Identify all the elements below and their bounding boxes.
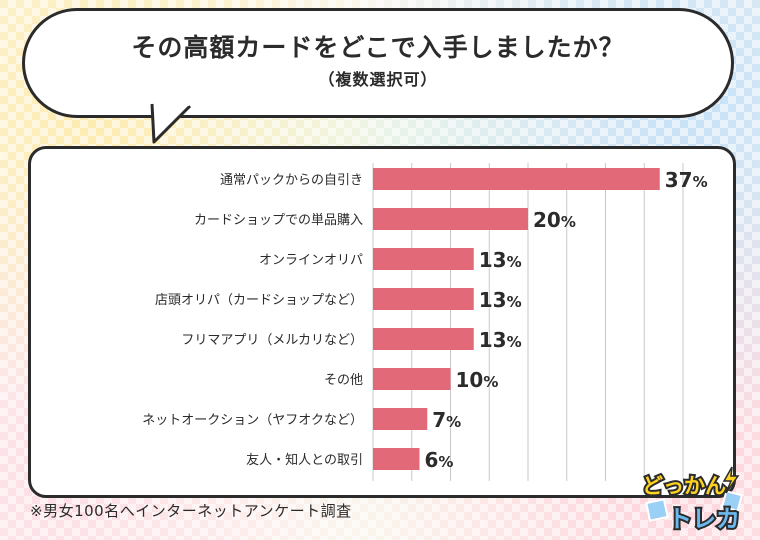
bar [373, 208, 528, 230]
speech-bubble-tail [150, 98, 192, 144]
value-label: 37% [665, 168, 708, 192]
value-label: 13% [479, 248, 522, 272]
category-label: その他 [324, 373, 363, 388]
category-label: ネットオークション（ヤフオクなど） [142, 413, 363, 428]
bar-chart: 通常パックからの自引き 37% カードショップでの単品購入 20% オンラインオリパ 13… [142, 163, 708, 481]
bar [373, 248, 474, 270]
bar [373, 448, 420, 470]
value-label: 20% [533, 208, 576, 232]
value-label: 13% [479, 288, 522, 312]
bar [373, 368, 451, 390]
value-label: 13% [479, 328, 522, 352]
logo-text-bottom: トレカ [668, 505, 740, 533]
category-label: カードショップでの単品購入 [194, 212, 363, 228]
survey-footnote: ※男女100名へインターネットアンケート調査 [30, 502, 352, 520]
category-label: オンラインオリパ [259, 253, 363, 268]
bar [373, 168, 660, 190]
dokkan-toreca-logo: どっかん トレカ [640, 466, 744, 535]
speech-bubble [22, 8, 734, 118]
value-label: 10% [456, 368, 499, 392]
category-label: 友人・知人との取引 [246, 452, 363, 468]
chart-panel: 通常パックからの自引き 37% カードショップでの単品購入 20% オンラインオリパ 13… [28, 146, 736, 498]
bar [373, 288, 474, 310]
chart-subtitle: （複数選択可） [318, 70, 438, 89]
chart-title: その高額カードをどこで入手しましたか？ [131, 33, 625, 62]
value-label: 7% [432, 408, 461, 432]
bar [373, 408, 428, 430]
category-label: フリマアプリ（メルカリなど） [181, 333, 363, 348]
category-label: 店頭オリパ（カードショップなど） [155, 293, 363, 308]
logo-text-top: どっかん [642, 474, 726, 498]
bar [373, 328, 474, 350]
lightning-icon [722, 466, 740, 494]
value-label: 6% [425, 448, 454, 472]
category-label: 通常パックからの自引き [220, 173, 363, 188]
